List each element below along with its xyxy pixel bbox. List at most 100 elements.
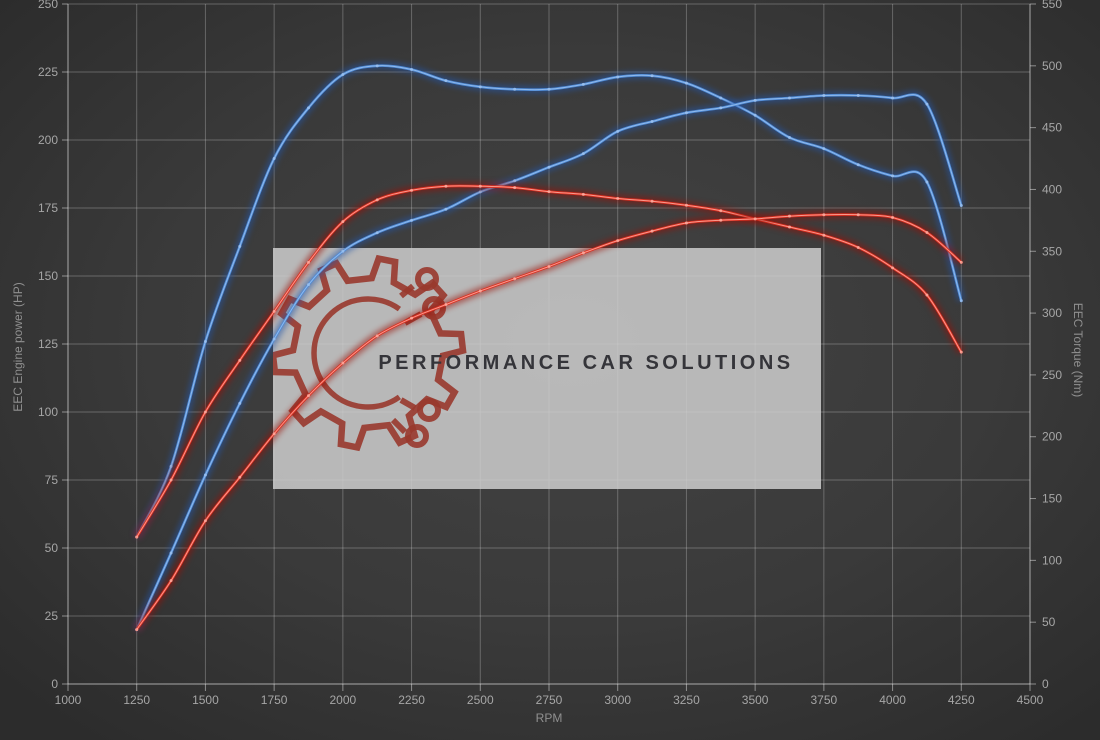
- x-tick-label: 3500: [742, 693, 769, 707]
- y-right-tick-label: 100: [1042, 553, 1062, 567]
- data-point-marker: [478, 289, 482, 293]
- data-point-marker: [856, 163, 860, 167]
- data-point-marker: [616, 129, 620, 133]
- curve-core: [135, 213, 963, 631]
- data-point-marker: [238, 401, 242, 405]
- data-point-marker: [822, 213, 826, 217]
- y-right-tick-label: 550: [1042, 0, 1062, 11]
- data-point-marker: [822, 233, 826, 237]
- circuit-trace: [390, 417, 408, 435]
- data-point-marker: [341, 361, 345, 365]
- y-right-tick-label: 0: [1042, 677, 1049, 691]
- data-point-marker: [135, 535, 139, 539]
- data-point-marker: [547, 87, 551, 91]
- data-point-marker: [513, 179, 517, 183]
- y-right-tick-label: 450: [1042, 121, 1062, 135]
- data-point-marker: [822, 93, 826, 97]
- curve-torque-run-1-nm-: [133, 61, 966, 539]
- data-point-marker: [650, 119, 654, 123]
- data-point-marker: [856, 93, 860, 97]
- x-tick-label: 2250: [398, 693, 425, 707]
- data-point-marker: [959, 260, 963, 264]
- x-tick-label: 1500: [192, 693, 219, 707]
- data-point-marker: [272, 337, 276, 341]
- data-point-marker: [581, 192, 585, 196]
- y-left-tick-label: 125: [38, 337, 58, 351]
- data-point-marker: [684, 81, 688, 85]
- y-right-tick-label: 400: [1042, 182, 1062, 196]
- data-point-marker: [307, 106, 310, 110]
- data-point-marker: [410, 218, 414, 222]
- x-tick-label: 3250: [673, 693, 700, 707]
- data-point-marker: [788, 225, 791, 229]
- data-point-marker: [444, 207, 448, 211]
- x-tick-label: 4500: [1017, 693, 1044, 707]
- circuit-pin: [405, 424, 429, 448]
- data-point-marker: [684, 111, 688, 115]
- data-point-marker: [478, 190, 482, 194]
- data-point-marker: [169, 478, 173, 482]
- data-point-marker: [513, 87, 517, 91]
- data-point-marker: [307, 283, 310, 287]
- curve-core: [135, 64, 963, 539]
- x-tick-label: 4250: [948, 693, 975, 707]
- data-point-marker: [719, 218, 723, 222]
- data-point-marker: [410, 188, 414, 192]
- data-point-marker: [856, 213, 860, 217]
- x-tick-label: 1250: [123, 693, 150, 707]
- data-point-marker: [959, 299, 963, 303]
- data-point-marker: [341, 72, 345, 76]
- x-tick-label: 2750: [536, 693, 563, 707]
- data-point-marker: [822, 147, 826, 151]
- data-point-marker: [135, 628, 139, 632]
- curve-core: [135, 93, 963, 631]
- data-point-marker: [581, 82, 585, 86]
- data-point-marker: [925, 230, 929, 234]
- gear-inner-ring: [311, 296, 402, 410]
- data-point-marker: [169, 551, 173, 555]
- data-point-marker: [891, 96, 895, 100]
- data-point-marker: [891, 266, 895, 270]
- y-right-tick-label: 200: [1042, 430, 1062, 444]
- x-tick-label: 1000: [55, 693, 82, 707]
- data-point-marker: [272, 309, 276, 313]
- data-point-marker: [547, 264, 551, 268]
- data-point-marker: [444, 303, 448, 307]
- y-right-tick-label: 150: [1042, 492, 1062, 506]
- data-point-marker: [272, 432, 276, 436]
- y-left-tick-label: 50: [45, 541, 59, 555]
- data-point-marker: [375, 231, 379, 235]
- data-point-marker: [375, 334, 379, 338]
- data-point-marker: [925, 293, 929, 297]
- data-point-marker: [788, 214, 791, 218]
- y-left-tick-label: 225: [38, 65, 58, 79]
- data-point-marker: [203, 410, 207, 414]
- x-tick-label: 2000: [330, 693, 357, 707]
- data-point-marker: [719, 106, 723, 110]
- data-point-marker: [169, 579, 173, 583]
- watermark-box: PERFORMANCE CAR SOLUTIONS: [273, 248, 821, 489]
- data-point-marker: [238, 358, 242, 362]
- data-point-marker: [478, 85, 482, 89]
- data-point-marker: [650, 74, 654, 78]
- curve-highlight: [136, 65, 962, 538]
- circuit-trace: [399, 397, 417, 411]
- data-point-marker: [272, 157, 276, 161]
- data-point-marker: [753, 217, 757, 221]
- data-point-marker: [959, 350, 963, 354]
- x-tick-label: 1750: [261, 693, 288, 707]
- y-left-tick-label: 175: [38, 201, 58, 215]
- data-point-marker: [203, 340, 207, 344]
- curve-torque-run-2-nm-: [133, 90, 966, 632]
- y-right-tick-label: 50: [1042, 615, 1056, 629]
- y-left-tick-label: 250: [38, 0, 58, 11]
- x-tick-label: 3750: [811, 693, 838, 707]
- data-point-marker: [375, 198, 379, 202]
- y-left-tick-label: 200: [38, 133, 58, 147]
- data-point-marker: [684, 203, 688, 207]
- data-point-marker: [341, 220, 345, 224]
- x-tick-label: 3000: [604, 693, 631, 707]
- y-left-tick-label: 75: [45, 473, 59, 487]
